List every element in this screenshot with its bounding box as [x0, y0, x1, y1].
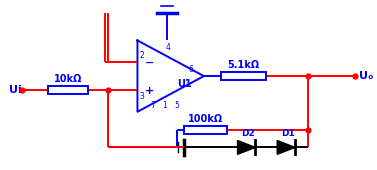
Polygon shape — [277, 140, 295, 154]
Text: −: − — [144, 58, 154, 68]
Text: 2: 2 — [139, 51, 144, 60]
Text: 3: 3 — [139, 92, 144, 101]
Text: 100kΩ: 100kΩ — [188, 114, 223, 124]
Text: +: + — [144, 86, 154, 96]
Text: 5.1kΩ: 5.1kΩ — [227, 60, 259, 70]
Text: 5: 5 — [174, 101, 179, 110]
Text: 10kΩ: 10kΩ — [54, 74, 82, 84]
Text: U1: U1 — [177, 79, 192, 89]
Text: D1: D1 — [281, 129, 295, 138]
Text: D2: D2 — [242, 129, 255, 138]
Bar — [184, 126, 227, 134]
Text: 7: 7 — [150, 101, 155, 110]
Polygon shape — [238, 140, 255, 154]
Text: Uₒ: Uₒ — [359, 71, 374, 81]
Text: 4: 4 — [165, 43, 170, 52]
Text: Ui: Ui — [9, 85, 21, 95]
Bar — [48, 86, 88, 94]
Text: 1: 1 — [162, 101, 167, 110]
Bar — [221, 72, 266, 80]
Text: 6: 6 — [189, 65, 194, 74]
